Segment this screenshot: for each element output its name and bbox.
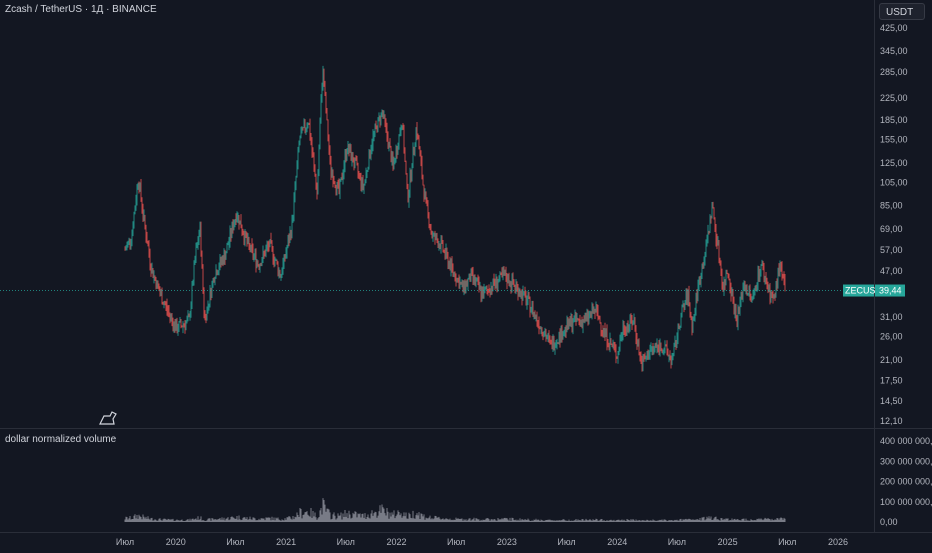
- price-tick-label: 47,00: [880, 266, 903, 276]
- time-tick-label: Июл: [557, 537, 575, 547]
- price-tick-label: 285,00: [880, 67, 908, 77]
- price-tick-label: 105,00: [880, 177, 908, 187]
- price-tag-bg: [875, 284, 905, 297]
- volume-tick-label: 400 000 000,00: [880, 436, 932, 446]
- price-tick-label: 17,50: [880, 375, 903, 385]
- price-tick-label: 12,10: [880, 416, 903, 426]
- price-tick-label: 345,00: [880, 46, 908, 56]
- symbol-tag-bg: [843, 284, 874, 297]
- price-tick-label: 26,00: [880, 332, 903, 342]
- volume-axis: 400 000 000,00 300 000 000,00 200 000 000,…: [880, 436, 932, 527]
- volume-tick-label: 200 000 000,00: [880, 477, 932, 487]
- price-tick-label: 85,00: [880, 201, 903, 211]
- time-tick-label: Июл: [337, 537, 355, 547]
- price-axis: 425,00 345,00 285,00 225,00 185,00 155,00 125,…: [880, 23, 908, 426]
- price-tick-label: 125,00: [880, 158, 908, 168]
- time-tick-label: Июл: [226, 537, 244, 547]
- time-tick-label: Июл: [778, 537, 796, 547]
- time-tick-label: 2024: [607, 537, 627, 547]
- volume-tick-label: 0,00: [880, 517, 898, 527]
- price-tick-label: 185,00: [880, 115, 908, 125]
- volume-bars: [124, 498, 786, 522]
- time-axis: Июл 2020 Июл 2021 Июл 2022 Июл 2023 Июл 2024 Июл 20…: [116, 537, 848, 547]
- time-tick-label: 2026: [828, 537, 848, 547]
- price-tick-label: 225,00: [880, 93, 908, 103]
- time-tick-label: Июл: [668, 537, 686, 547]
- price-tick-label: 14,50: [880, 396, 903, 406]
- symbol-title: Zcash / TetherUS · 1Д · BINANCE: [5, 4, 157, 15]
- volume-pane-title: dollar normalized volume: [5, 434, 117, 445]
- time-tick-label: 2025: [718, 537, 738, 547]
- price-tick-label: 31,00: [880, 312, 903, 322]
- time-tick-label: 2020: [166, 537, 186, 547]
- logo-shape: [99, 411, 117, 425]
- time-tick-label: 2021: [276, 537, 296, 547]
- tradingview-logo-icon[interactable]: [99, 411, 117, 425]
- price-tick-label: 69,00: [880, 224, 903, 234]
- time-tick-label: Июл: [447, 537, 465, 547]
- price-tag-label: 39,44: [879, 286, 902, 296]
- symbol-tag-label: ZECUSDT: [845, 286, 888, 296]
- candles: [124, 65, 786, 372]
- time-tick-label: 2022: [386, 537, 406, 547]
- price-tick-label: 57,00: [880, 245, 903, 255]
- volume-tick-label: 100 000 000,00: [880, 497, 932, 507]
- currency-button[interactable]: USDT: [879, 3, 925, 20]
- price-tick-label: 21,00: [880, 355, 903, 365]
- grid: [0, 0, 932, 533]
- volume-tick-label: 300 000 000,00: [880, 456, 932, 466]
- price-tick-label: 425,00: [880, 23, 908, 33]
- time-tick-label: 2023: [497, 537, 517, 547]
- time-tick-label: Июл: [116, 537, 134, 547]
- price-tick-label: 155,00: [880, 134, 908, 144]
